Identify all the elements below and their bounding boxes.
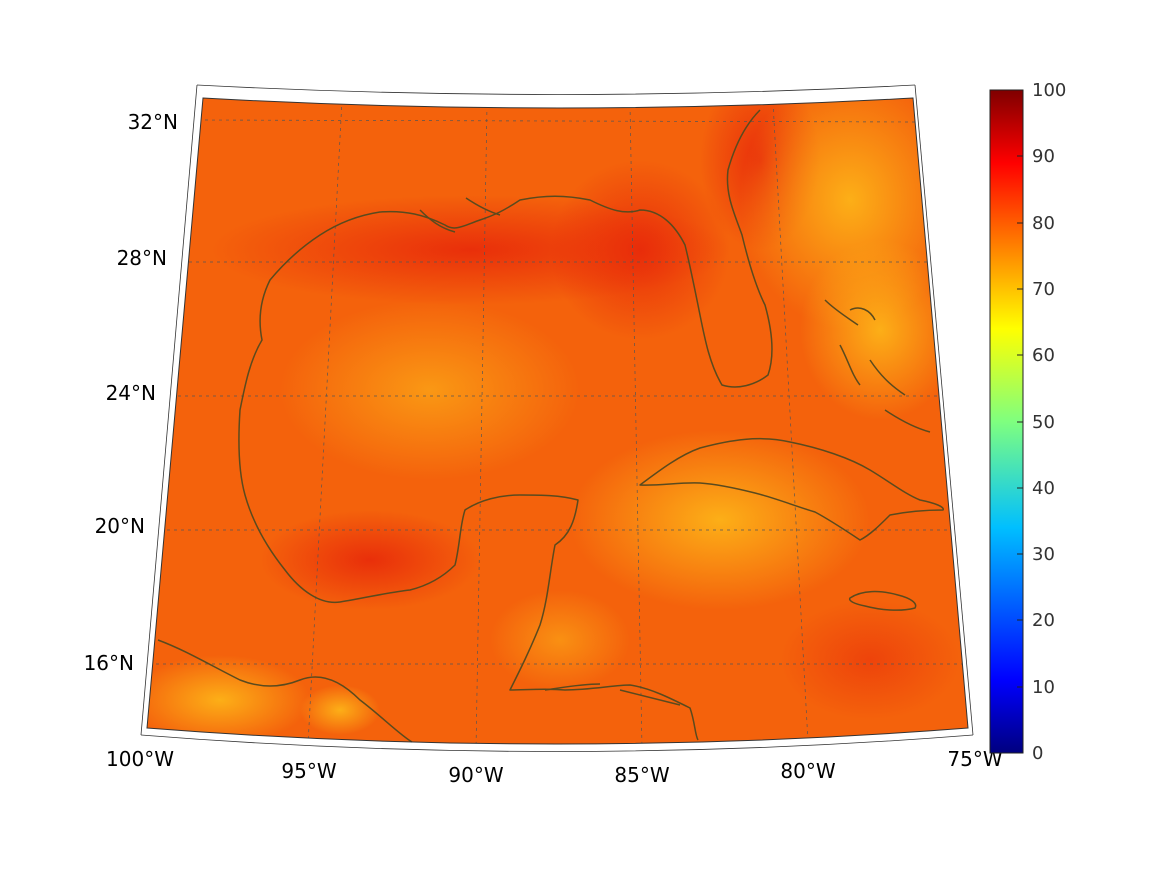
colorbar-ticks <box>1017 89 1023 688</box>
colorbar-tick-20: 20 <box>1032 610 1055 631</box>
mississippi-delta <box>419 197 501 233</box>
lon-label-100w: 100°W <box>106 747 174 771</box>
latitude-labels: 32°N 28°N 24°N 20°N 16°N <box>84 110 178 675</box>
colorbar-tick-40: 40 <box>1032 478 1055 499</box>
colorbar-tick-80: 80 <box>1032 213 1055 234</box>
jamaica-outline <box>848 590 917 611</box>
lon-label-85w: 85°W <box>614 763 669 787</box>
lon-label-80w: 80°W <box>780 759 835 783</box>
map-field <box>147 98 968 744</box>
coastlines <box>157 109 944 743</box>
honduras-coast <box>544 683 681 706</box>
mexico-pacific-coast <box>157 639 413 743</box>
gulf-coastline <box>238 109 773 741</box>
map-frame <box>140 84 974 752</box>
lat-label-24n: 24°N <box>106 381 156 405</box>
cuba-outline <box>639 437 944 541</box>
colorbar-tick-30: 30 <box>1032 544 1055 565</box>
lon-label-90w: 90°W <box>448 763 503 787</box>
lat-label-28n: 28°N <box>117 246 167 270</box>
colorbar-tick-50: 50 <box>1032 412 1055 433</box>
colorbar-tick-10: 10 <box>1032 677 1055 698</box>
colorbar: 100 90 80 70 60 50 40 30 20 10 0 <box>989 80 1066 764</box>
lat-label-32n: 32°N <box>128 110 178 134</box>
colorbar-tick-60: 60 <box>1032 345 1055 366</box>
longitude-labels: 100°W 95°W 90°W 85°W 80°W 75°W <box>106 747 1003 787</box>
colorbar-tick-100: 100 <box>1032 80 1066 101</box>
bahamas-islands <box>824 299 931 433</box>
colorbar-tick-90: 90 <box>1032 146 1055 167</box>
lon-label-95w: 95°W <box>281 759 336 783</box>
colorbar-tick-0: 0 <box>1032 743 1043 764</box>
colorbar-tick-70: 70 <box>1032 279 1055 300</box>
lat-label-16n: 16°N <box>84 651 134 675</box>
lat-label-20n: 20°N <box>95 514 145 538</box>
